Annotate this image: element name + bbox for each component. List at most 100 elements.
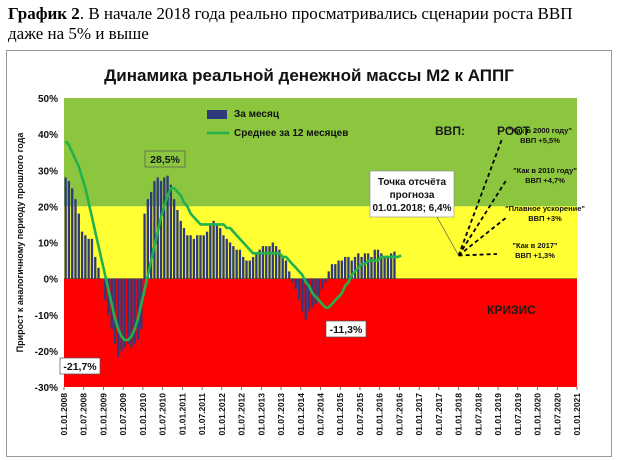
bar-monthly: [232, 246, 235, 279]
scenario-label: "Как в 2010 году": [513, 166, 577, 175]
x-tick-label: 01.01.2019: [493, 393, 503, 436]
x-tick-label: 01.07.2016: [394, 393, 404, 436]
bar-monthly: [199, 235, 202, 279]
x-tick-label: 01.07.2009: [118, 393, 128, 436]
bar-monthly: [80, 231, 84, 279]
bar-monthly: [258, 249, 261, 279]
m2-chart: Динамика реальной денежной массы М2 к АП…: [15, 66, 585, 436]
x-tick-label: 01.07.2020: [552, 393, 562, 436]
bar-monthly: [337, 260, 340, 279]
caption-text: . В начале 2018 года реально просматрива…: [8, 4, 573, 43]
y-axis-label: Прирост к аналогичному периоду прошлого …: [15, 132, 25, 353]
x-tick-label: 01.01.2020: [533, 393, 543, 436]
bar-monthly: [146, 199, 150, 279]
bar-monthly: [363, 253, 367, 279]
x-tick-label: 01.07.2014: [316, 393, 326, 436]
bar-monthly: [334, 264, 337, 279]
bar-monthly: [274, 246, 278, 279]
bar-monthly: [215, 224, 219, 279]
start-point-box: [369, 170, 455, 218]
bar-monthly: [136, 278, 140, 341]
y-tick-label: -10%: [35, 311, 58, 322]
x-tick-label: 01.07.2010: [158, 393, 168, 436]
x-tick-label: 01.01.2011: [177, 393, 187, 435]
x-tick-label: 01.01.2017: [414, 393, 424, 436]
zone-band-1: [64, 206, 577, 279]
bar-monthly: [205, 231, 209, 279]
bar-monthly: [219, 228, 222, 279]
x-tick-label: 01.01.2012: [217, 393, 227, 436]
scenario-value: ВВП +1,3%: [515, 251, 555, 260]
bar-monthly: [324, 278, 327, 283]
bar-monthly: [265, 246, 268, 279]
x-tick-label: 01.01.2010: [138, 393, 148, 436]
bar-monthly: [291, 278, 294, 283]
annotation-label: -21,7%: [63, 361, 97, 373]
scenario-value: ВВП +3%: [528, 214, 562, 223]
bar-monthly: [189, 235, 192, 279]
bar-monthly: [117, 278, 120, 358]
zone-band-2: [64, 278, 577, 387]
bar-monthly: [390, 253, 393, 279]
bar-monthly: [255, 253, 258, 279]
bar-monthly: [261, 246, 265, 279]
bar-monthly: [209, 224, 212, 279]
x-tick-label: 01.07.2017: [434, 393, 444, 436]
bar-monthly: [350, 260, 353, 279]
legend-label: За месяц: [234, 109, 280, 120]
bar-monthly: [373, 249, 376, 279]
bar-monthly: [380, 253, 383, 279]
bar-monthly: [222, 235, 225, 279]
bar-monthly: [386, 256, 390, 279]
chart-title: Динамика реальной денежной массы М2 к АП…: [104, 66, 514, 85]
start-point-line: Точка отсчёта: [378, 177, 447, 188]
bar-monthly: [317, 278, 321, 297]
bar-monthly: [297, 278, 301, 301]
zone-label-growth: РОСТ: [497, 124, 531, 138]
bar-monthly: [123, 278, 126, 348]
y-tick-label: 40%: [38, 130, 58, 141]
bar-monthly: [268, 246, 271, 279]
bar-monthly: [320, 278, 324, 290]
bar-monthly: [166, 175, 169, 279]
x-tick-label: 01.01.2009: [98, 393, 108, 436]
bar-monthly: [179, 220, 182, 279]
bar-monthly: [238, 249, 242, 279]
y-tick-label: 30%: [38, 166, 58, 177]
figure-caption: График 2. В начале 2018 года реально про…: [8, 4, 608, 44]
bar-monthly: [245, 260, 248, 279]
bar-monthly: [288, 271, 291, 279]
start-point-line: 01.01.2018; 6,4%: [373, 203, 452, 214]
bar-monthly: [242, 256, 245, 279]
zone-label-crisis: КРИЗИС: [487, 303, 536, 317]
bar-monthly: [393, 251, 396, 279]
bar-monthly: [248, 260, 251, 279]
bar-monthly: [271, 242, 274, 279]
bar-monthly: [235, 249, 238, 279]
bar-monthly: [281, 256, 284, 279]
bar-monthly: [383, 256, 386, 279]
bar-monthly: [330, 264, 334, 279]
bar-monthly: [314, 278, 317, 304]
zone-label-gdp: ВВП:: [435, 124, 465, 138]
y-tick-label: 10%: [38, 239, 58, 250]
legend-swatch-bar: [207, 110, 227, 119]
bar-monthly: [103, 278, 107, 301]
bar-monthly: [192, 238, 196, 279]
bar-monthly: [284, 260, 288, 279]
bar-monthly: [186, 235, 189, 279]
bar-monthly: [360, 256, 363, 279]
y-tick-label: 20%: [38, 202, 58, 213]
start-point-pointer: [436, 216, 459, 256]
bar-monthly: [143, 213, 146, 279]
bar-monthly: [251, 256, 255, 279]
scenario-label: "Как в 2000 году": [508, 126, 572, 135]
bar-monthly: [307, 278, 311, 312]
bar-monthly: [173, 199, 176, 279]
y-tick-label: -20%: [35, 347, 58, 358]
x-tick-label: 01.07.2019: [513, 393, 523, 436]
scenario-value: ВВП +5,5%: [520, 136, 560, 145]
bar-monthly: [113, 278, 117, 344]
bar-monthly: [74, 199, 77, 279]
bar-monthly: [77, 213, 80, 279]
